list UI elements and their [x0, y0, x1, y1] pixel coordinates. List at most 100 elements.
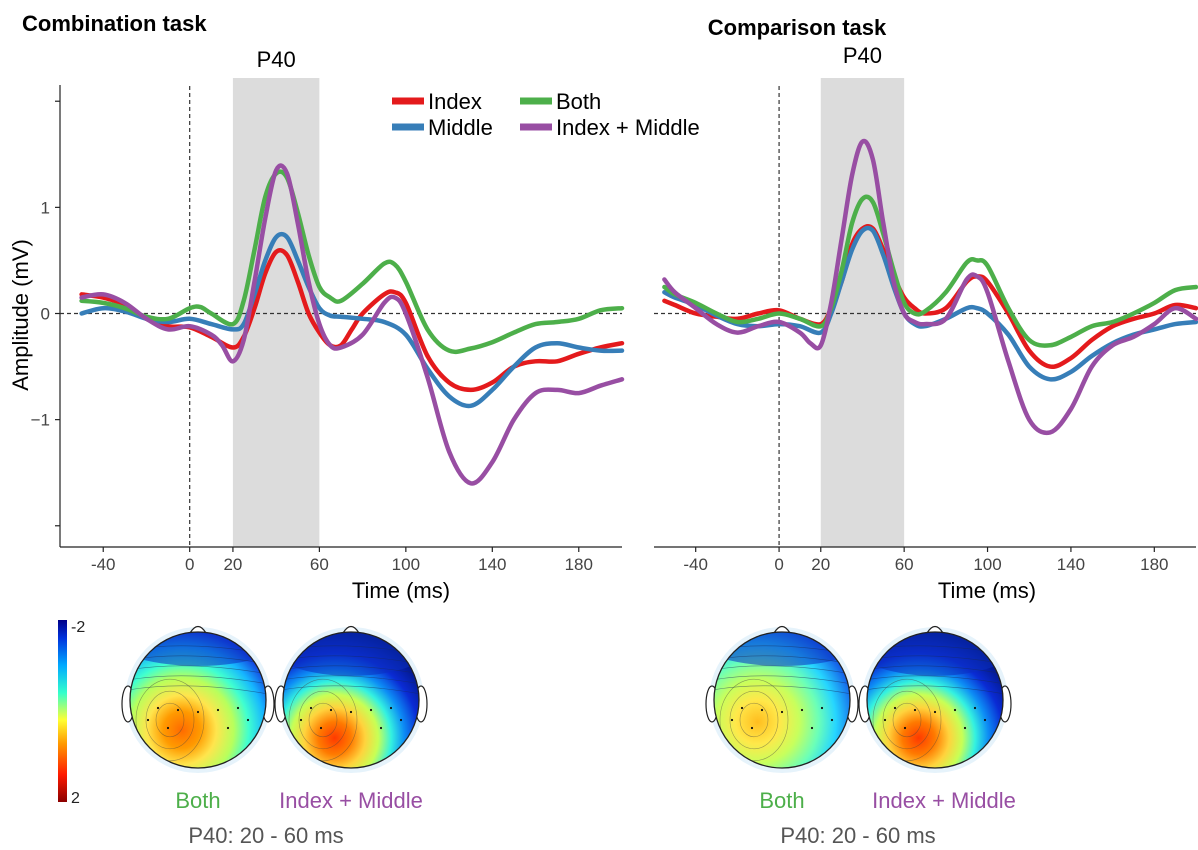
x-tick-label: 20 — [223, 555, 242, 574]
time-window-label: P40: 20 - 60 ms — [780, 823, 935, 848]
x-tick-label: -40 — [683, 555, 708, 574]
x-tick-label: 180 — [565, 555, 593, 574]
electrode-dot — [830, 718, 834, 722]
legend-item-both: Both — [520, 89, 601, 114]
electrode-dot — [903, 726, 907, 730]
electrode-dot — [146, 718, 150, 722]
head-outline — [713, 631, 851, 769]
electrode-dot — [236, 706, 240, 710]
x-tick-label: 60 — [310, 555, 329, 574]
colorbar-max-label: -2 — [71, 619, 85, 636]
nose-icon — [342, 625, 360, 634]
electrode-dot — [349, 710, 353, 714]
x-tick-label: 100 — [392, 555, 420, 574]
electrode-dot — [963, 726, 967, 730]
electrode-dot — [760, 708, 764, 712]
series-lines — [662, 138, 1198, 436]
electrode-dot — [740, 706, 744, 710]
x-tick-label: 140 — [1057, 555, 1085, 574]
legend-label: Index — [428, 89, 482, 114]
nose-icon — [189, 625, 207, 634]
y-ticks: −1 0 1 — [31, 100, 60, 527]
series-lines — [79, 163, 625, 486]
panel-title: Combination task — [22, 11, 207, 36]
y-tick-label: 0 — [41, 305, 50, 324]
topomap-index-middle — [858, 625, 1012, 773]
topomap-caption-index-middle: Index + Middle — [872, 788, 1016, 813]
electrode-dot — [973, 706, 977, 710]
electrode-dot — [226, 726, 230, 730]
p40-band-label: P40 — [843, 43, 882, 68]
x-tick-label: 0 — [185, 555, 194, 574]
electrode-dot — [810, 726, 814, 730]
electrode-dot — [176, 708, 180, 712]
electrode-dot — [883, 718, 887, 722]
frontal-negative-region — [867, 632, 1003, 676]
topomap-both — [121, 625, 275, 773]
electrode-dot — [246, 718, 250, 722]
electrode-dot — [299, 718, 303, 722]
combination-task-panel: Combination task P40 -40 0 20 60 100 140 180 −… — [8, 11, 625, 603]
head-outline — [282, 631, 420, 769]
series-line-index-middle — [662, 138, 1198, 436]
electrode-dot — [319, 726, 323, 730]
electrode-dot — [933, 710, 937, 714]
series-line-both — [662, 194, 1198, 348]
nose-icon — [773, 625, 791, 634]
topomap-caption-both: Both — [759, 788, 804, 813]
legend-label: Both — [556, 89, 601, 114]
electrode-dot — [196, 710, 200, 714]
colorbar: -2 2 — [58, 619, 85, 807]
electrode-dot — [329, 708, 333, 712]
panel-title: Comparison task — [708, 15, 887, 40]
series-line-index-middle — [79, 163, 625, 486]
head-outline — [129, 631, 267, 769]
electrode-dot — [399, 718, 403, 722]
p40-window-band — [820, 78, 905, 547]
series-line-both — [79, 169, 625, 355]
head-outline — [866, 631, 1004, 769]
legend-label: Middle — [428, 115, 493, 140]
x-tick-label: 100 — [973, 555, 1001, 574]
x-tick-label: 60 — [895, 555, 914, 574]
x-ticks: -40 0 20 60 100 140 180 — [683, 547, 1168, 574]
comparison-task-panel: Comparison task P40 -40 0 20 60 100 140 180 Ti… — [654, 15, 1198, 603]
x-tick-label: 140 — [478, 555, 506, 574]
electrode-dot — [309, 706, 313, 710]
series-line-middle — [79, 231, 625, 409]
x-tick-label: 20 — [811, 555, 830, 574]
electrode-dot — [820, 706, 824, 710]
x-ticks: -40 0 20 60 100 140 180 — [91, 547, 593, 574]
legend-item-index: Index — [392, 89, 482, 114]
electrode-dot — [730, 718, 734, 722]
topomap-both — [705, 625, 859, 773]
topomap-captions: Both Index + Middle P40: 20 - 60 ms Both… — [175, 788, 1015, 848]
electrode-dot — [369, 708, 373, 712]
electrode-dot — [780, 710, 784, 714]
electrode-dot — [216, 708, 220, 712]
p40-band-label: P40 — [257, 47, 296, 72]
time-window-label: P40: 20 - 60 ms — [188, 823, 343, 848]
colorbar-gradient — [58, 620, 67, 802]
y-tick-label: 1 — [41, 198, 50, 217]
nose-icon — [926, 625, 944, 634]
legend-label: Index + Middle — [556, 115, 700, 140]
electrode-dot — [893, 706, 897, 710]
y-axis-label: Amplitude (mV) — [8, 239, 33, 391]
topomap-caption-index-middle: Index + Middle — [279, 788, 423, 813]
legend-item-middle: Middle — [392, 115, 493, 140]
x-axis-label: Time (ms) — [938, 578, 1036, 603]
y-tick-label: −1 — [31, 411, 50, 430]
legend: Index Middle Both Index + Middle — [392, 89, 700, 140]
electrode-dot — [983, 718, 987, 722]
electrode-dot — [913, 708, 917, 712]
x-tick-label: 180 — [1140, 555, 1168, 574]
x-axis-label: Time (ms) — [352, 578, 450, 603]
topomap-index-middle — [274, 625, 428, 773]
series-line-middle — [662, 225, 1198, 382]
electrode-dot — [156, 706, 160, 710]
electrode-dot — [389, 706, 393, 710]
x-tick-label: 0 — [774, 555, 783, 574]
electrode-dot — [379, 726, 383, 730]
